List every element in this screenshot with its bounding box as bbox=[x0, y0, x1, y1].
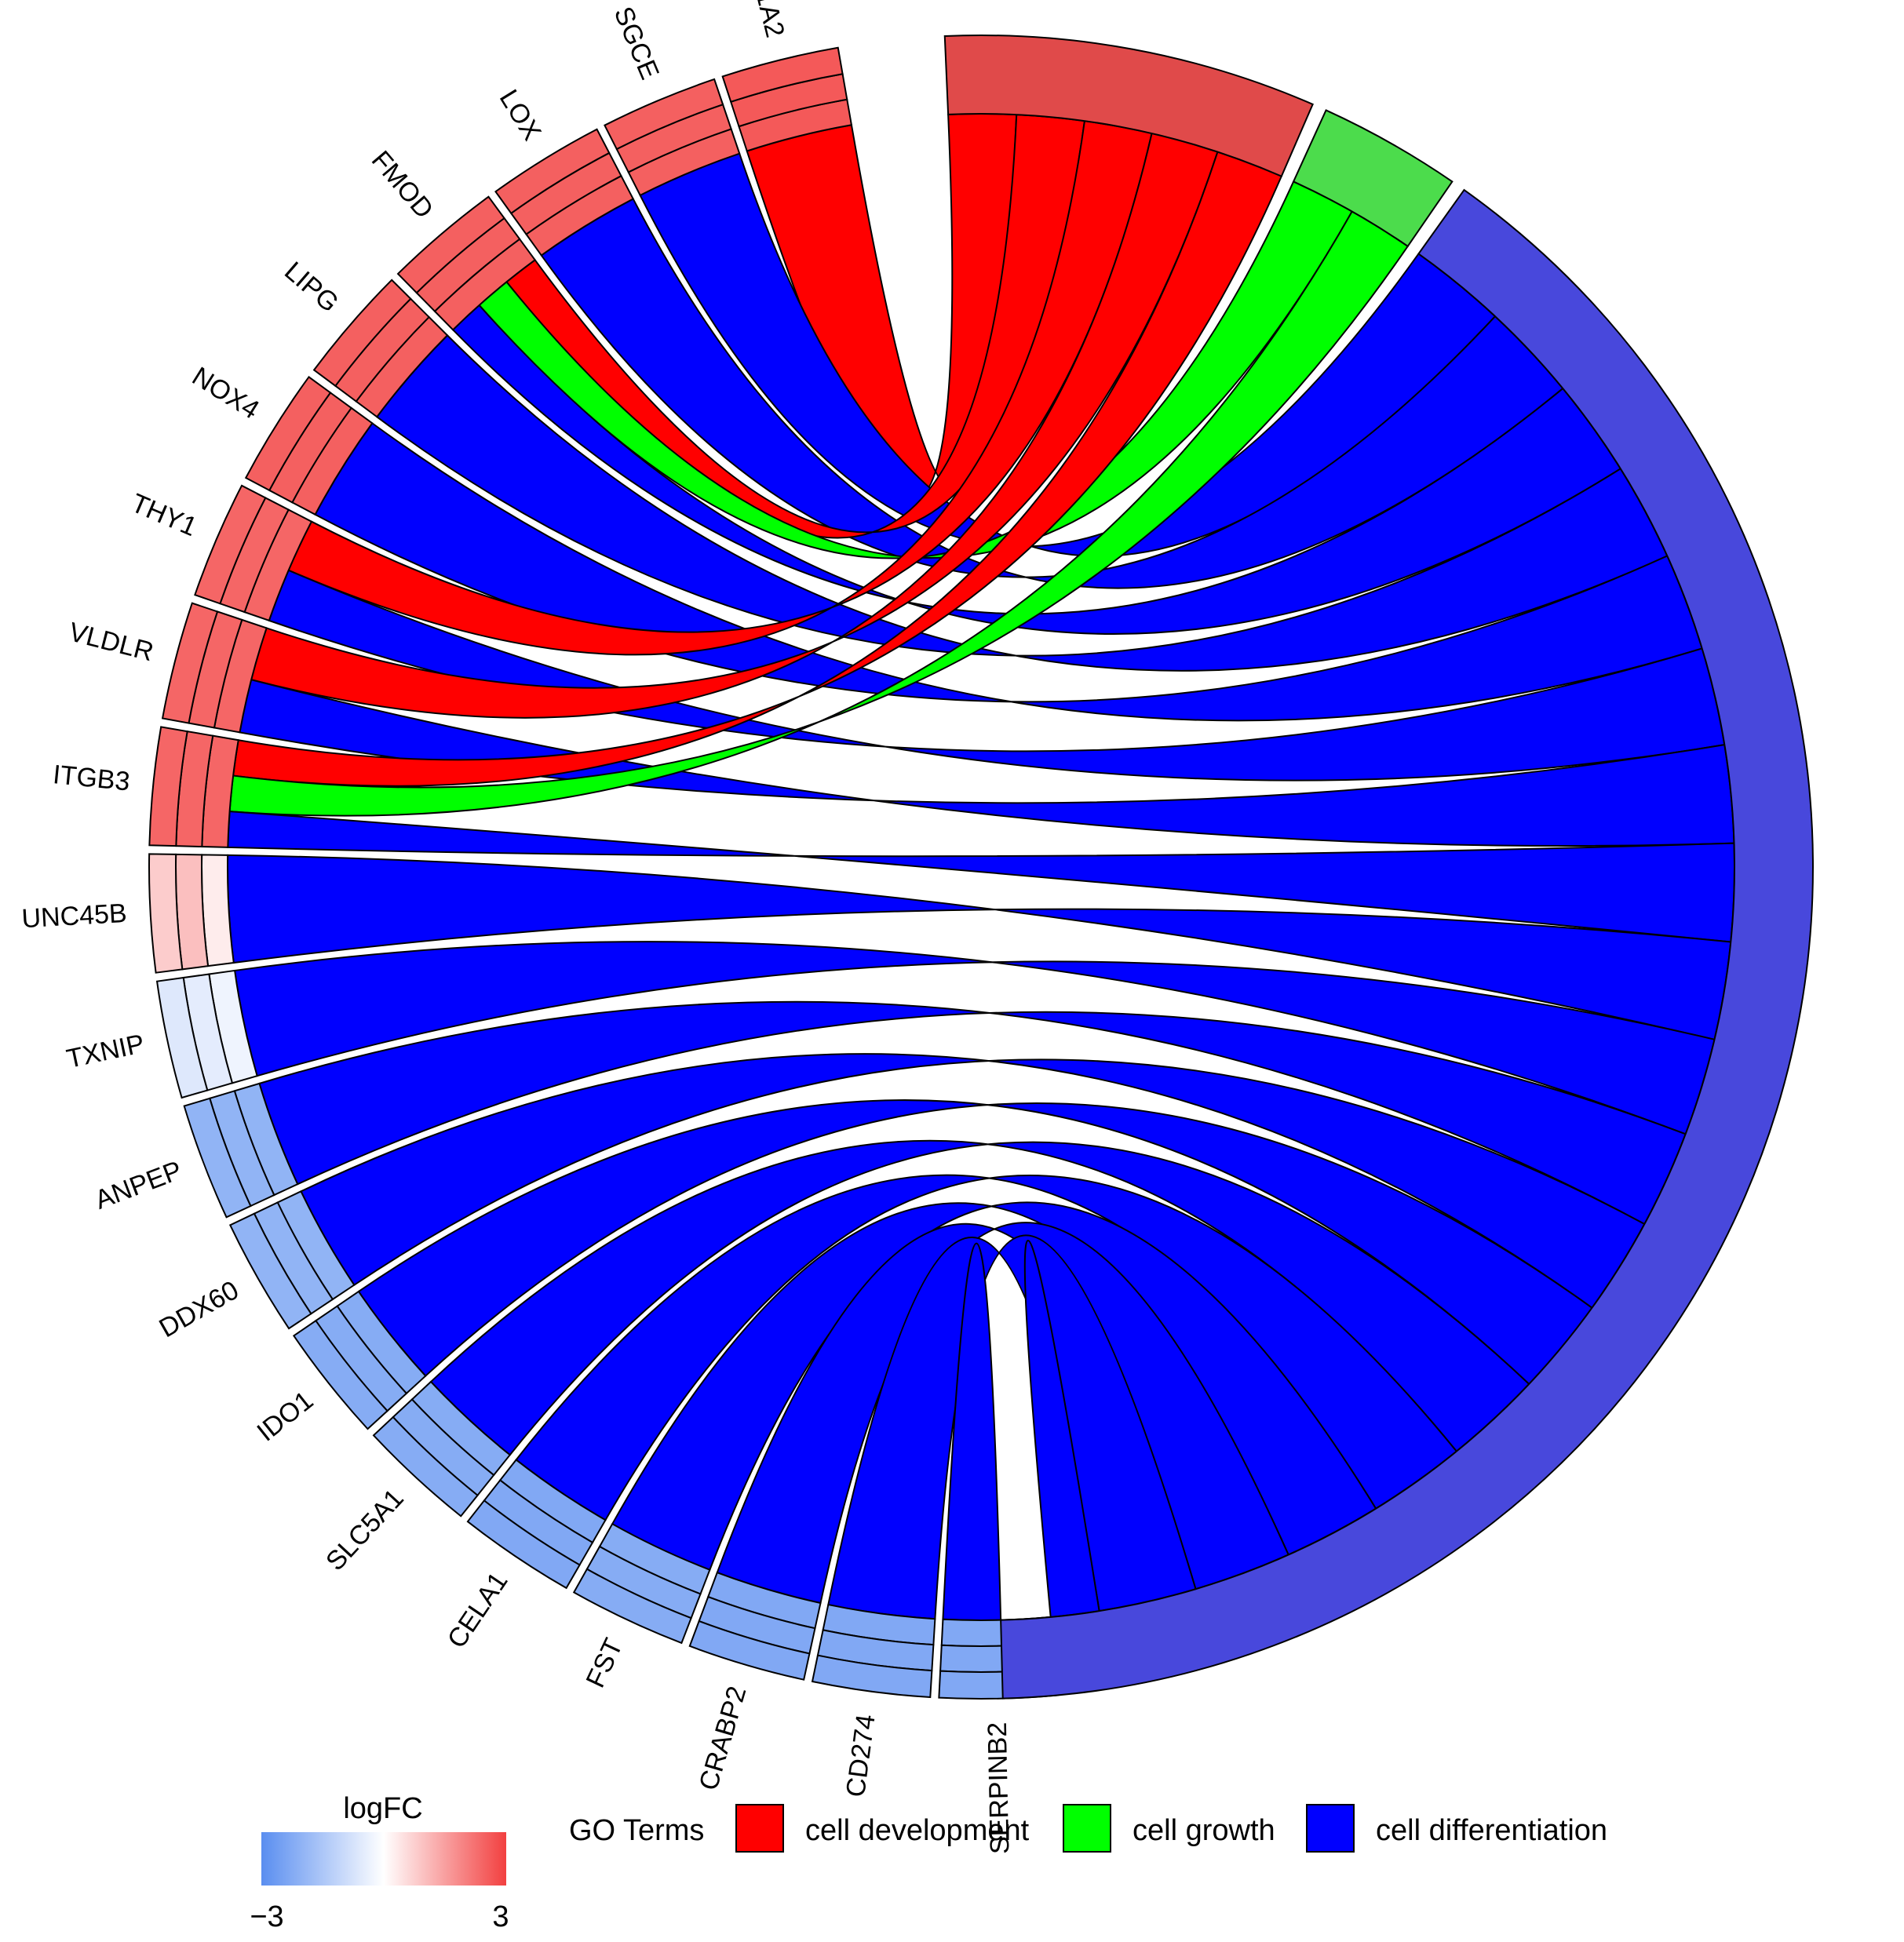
gene-label-cela1: CELA1 bbox=[442, 1567, 514, 1654]
chord-ddx60-cell-differentiation bbox=[300, 1053, 1646, 1310]
gene-label-unc45b: UNC45B bbox=[21, 898, 128, 934]
term-arc-layer bbox=[943, 35, 1814, 1700]
logfc-legend: logFC −3 3 bbox=[250, 1792, 509, 1933]
gene-band-slc5a1-2 bbox=[372, 1416, 479, 1518]
gene-arc-ddx60 bbox=[228, 1190, 356, 1330]
gene-label-serpinb2: SERPINB2 bbox=[983, 1722, 1016, 1854]
chord-slc5a1-cell-differentiation bbox=[429, 1139, 1530, 1456]
logfc-max-label: 3 bbox=[492, 1900, 509, 1933]
go-legend-title: GO Terms bbox=[569, 1814, 704, 1847]
legend-label-cell-differentiation: cell differentiation bbox=[1376, 1814, 1607, 1847]
gene-band-ido1-2 bbox=[292, 1319, 388, 1430]
gene-arc-itgb3 bbox=[148, 726, 239, 848]
chord-serpinb2-cell-differentiation bbox=[942, 1240, 1100, 1621]
gene-band-fmod-2 bbox=[396, 195, 505, 294]
legend-label-cell-development: cell development bbox=[805, 1814, 1030, 1847]
gene-band-nox4-2 bbox=[244, 376, 332, 492]
gene-band-ddx60-2 bbox=[228, 1212, 312, 1330]
gene-label-txnip: TXNIP bbox=[64, 1029, 148, 1074]
gene-arc-ido1 bbox=[292, 1290, 427, 1430]
gene-arc-fmod bbox=[396, 195, 537, 331]
gene-arc-layer bbox=[148, 46, 1059, 1700]
gene-arc-sgce bbox=[604, 78, 741, 197]
gene-band-anpep-2 bbox=[183, 1097, 252, 1219]
gene-label-ddx60: DDX60 bbox=[155, 1275, 244, 1343]
gene-label-col1a2: COL1A2 bbox=[736, 0, 790, 40]
gene-label-crabp2: CRABP2 bbox=[694, 1683, 753, 1794]
gene-label-slc5a1: SLC5A1 bbox=[320, 1483, 410, 1576]
gene-arc-unc45b bbox=[148, 853, 235, 974]
gene-label-itgb3: ITGB3 bbox=[52, 760, 131, 796]
gene-band-unc45b-2 bbox=[148, 853, 184, 974]
logfc-legend-title: logFC bbox=[343, 1792, 422, 1825]
logfc-min-label: −3 bbox=[250, 1900, 283, 1933]
gene-band-fst-2 bbox=[572, 1568, 692, 1645]
gene-label-nox4: NOX4 bbox=[187, 361, 264, 424]
gene-band-cd274-2 bbox=[811, 1654, 933, 1699]
go-terms-legend: GO Terms cell development cell growth ce… bbox=[569, 1804, 1607, 1853]
gene-label-lox: LOX bbox=[494, 85, 547, 146]
gene-arc-lipg bbox=[312, 279, 449, 418]
chord-fst-cell-differentiation bbox=[611, 1201, 1377, 1571]
term-arc-cell-development bbox=[943, 35, 1314, 177]
gene-band-lipg-2 bbox=[312, 279, 412, 388]
gene-arc-anpep bbox=[183, 1082, 299, 1219]
term-arc-cell-growth bbox=[1292, 109, 1454, 248]
gene-label-anpep: ANPEP bbox=[91, 1155, 186, 1215]
gene-arc-txnip bbox=[155, 969, 258, 1099]
gene-band-lox-2 bbox=[494, 128, 611, 215]
gene-label-sgce: SGCE bbox=[608, 2, 665, 84]
gene-label-lipg: LIPG bbox=[279, 256, 344, 318]
term-arc-cell-differentiation bbox=[1000, 188, 1814, 1700]
gene-arc-col1a2 bbox=[721, 46, 853, 152]
gene-label-fst: FST bbox=[581, 1634, 629, 1692]
legend-swatch-cell-growth bbox=[1063, 1804, 1111, 1853]
gene-arc-vldlr bbox=[161, 602, 268, 734]
logfc-colorbar bbox=[261, 1832, 506, 1886]
gene-band-txnip-2 bbox=[155, 976, 209, 1099]
gene-label-fmod: FMOD bbox=[366, 145, 440, 224]
legend-swatch-cell-development bbox=[735, 1804, 784, 1853]
gene-label-thy1: THY1 bbox=[127, 488, 202, 542]
legend-label-cell-growth: cell growth bbox=[1133, 1814, 1275, 1847]
gene-label-ido1: IDO1 bbox=[252, 1386, 319, 1448]
gene-arc-fst bbox=[572, 1522, 711, 1645]
gene-band-cela1-2 bbox=[466, 1499, 581, 1590]
gene-band-itgb3-2 bbox=[148, 726, 188, 847]
chord-unc45b-cell-differentiation bbox=[227, 854, 1732, 1041]
gene-band-vldlr-2 bbox=[161, 602, 219, 724]
gene-arc-thy1 bbox=[194, 484, 313, 622]
gene-arc-slc5a1 bbox=[372, 1380, 512, 1518]
gene-arc-cd274 bbox=[811, 1603, 936, 1699]
gene-band-thy1-2 bbox=[194, 484, 267, 605]
gene-band-col1a2-2 bbox=[721, 46, 844, 104]
gene-arc-lox bbox=[494, 128, 635, 257]
chord-layer bbox=[227, 113, 1735, 1621]
gene-arc-nox4 bbox=[244, 376, 374, 516]
legend-swatch-cell-differentiation bbox=[1306, 1804, 1355, 1853]
gene-arc-cela1 bbox=[466, 1459, 607, 1590]
gene-label-cd274: CD274 bbox=[841, 1713, 881, 1799]
gene-arc-crabp2 bbox=[688, 1571, 822, 1681]
gene-band-crabp2-2 bbox=[688, 1620, 811, 1681]
gene-band-sgce-2 bbox=[604, 78, 724, 151]
gene-label-vldlr: VLDLR bbox=[66, 617, 157, 667]
